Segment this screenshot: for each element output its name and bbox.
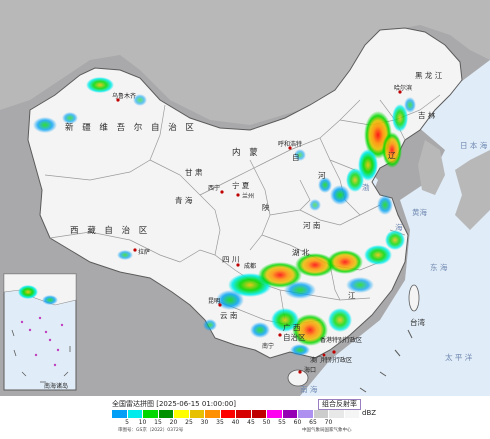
korea-peninsula	[418, 140, 445, 195]
legend-tick-label: 60	[293, 419, 302, 426]
city-label-chengdu: 成都	[244, 262, 256, 270]
legend-tick-label: 40	[231, 419, 240, 426]
legend-swatch	[282, 410, 298, 418]
legend-tick-label: 50	[262, 419, 271, 426]
radar-map-canvas: 新 疆 维 吾 尔 自 治 区 西 藏 自 治 区 青 海 甘 肃 内 蒙 自 …	[0, 0, 490, 396]
legend-tick-label: 45	[247, 419, 255, 426]
sea-label-nanhai: 南 海	[300, 384, 318, 394]
legend-tick-label: 20	[169, 419, 178, 426]
city-label-lanzhou: 兰州	[242, 192, 254, 200]
city-label-xianggang: 香港特别行政区	[320, 336, 362, 344]
province-label-yunnan: 云 南	[220, 310, 238, 320]
legend-tick-label: 5	[125, 419, 129, 426]
neighbor-land-north	[0, 0, 490, 125]
legend-swatch	[158, 410, 174, 418]
legend-tick-label: 25	[185, 419, 193, 426]
legend-tick-label: 55	[278, 419, 286, 426]
legend-swatch	[127, 410, 143, 418]
city-label-huhehaote: 呼和浩特	[278, 140, 302, 148]
city-label-kunming: 昆明	[208, 298, 220, 305]
legend-tick-label: 30	[200, 419, 209, 426]
sea-label-yellow-mark: 海	[395, 222, 403, 232]
province-label-heilongjiang: 黑 龙 江	[415, 70, 443, 80]
legend-swatch	[251, 410, 267, 418]
city-label-xining: 西宁	[208, 184, 220, 192]
province-label-qinghai: 青 海	[175, 195, 193, 205]
province-label-guangxi2: 自治区	[283, 332, 306, 342]
legend-color-bar	[112, 410, 360, 418]
south-sea-inset: 南海诸岛	[3, 273, 77, 391]
legend-swatch	[329, 410, 345, 418]
province-label-shanxi: 陕	[262, 202, 270, 212]
legend-tick-label: 35	[216, 419, 224, 426]
city-label-aomen: 澳门特别行政区	[310, 356, 352, 364]
sea-label-donghai: 东 海	[430, 262, 448, 272]
maritime-boundary-dashes	[359, 329, 413, 393]
city-label-lasa: 拉萨	[138, 248, 150, 256]
province-label-guangxi: 广 西	[283, 322, 301, 332]
product-name-badge: 组合反射率	[318, 399, 361, 410]
data-credit: 中国气象局国家气象中心	[302, 428, 352, 433]
legend-ticks: 5 10 15 20 25 30 35 40 45 50 55 60 65 70	[112, 419, 352, 427]
legend-swatch	[236, 410, 252, 418]
map-review-number: 审图号：GS京（2022）0372号	[118, 428, 184, 433]
legend-swatch	[112, 410, 128, 418]
province-label-jiangxi: 江	[348, 291, 356, 300]
legend-unit: dBZ	[362, 409, 377, 417]
sea-label-taipingyang: 太 平 洋	[445, 352, 473, 362]
legend-swatch	[143, 410, 159, 418]
legend-swatch	[189, 410, 205, 418]
province-label-xizang: 西 藏 自 治 区	[70, 225, 150, 236]
inset-label-nanhaizhudao: 南海诸岛	[44, 382, 68, 390]
taiwan-island	[408, 284, 420, 312]
province-label-gansu: 甘 肃	[185, 167, 203, 177]
legend-swatch	[344, 410, 360, 418]
province-label-taiwan: 台湾	[410, 317, 425, 327]
province-label-hebei: 河	[318, 171, 326, 180]
china-mainland	[27, 27, 463, 359]
legend-swatch	[313, 410, 329, 418]
legend-tick-label: 70	[324, 419, 333, 426]
legend-swatch	[205, 410, 221, 418]
city-label-haikou: 海口	[304, 366, 316, 374]
hainan-island	[287, 369, 309, 387]
sea-label-bohai: 渤	[362, 182, 370, 192]
sea-label-ribenhai: 日 本 海	[460, 140, 488, 150]
legend-tick-label: 65	[309, 419, 317, 426]
province-label-jilin: 吉 林	[418, 110, 436, 120]
legend-panel: 全国雷达拼图 [2025-06-15 01:00:00] 组合反射率 dBZ 5…	[0, 396, 490, 439]
radar-echoes	[33, 77, 416, 356]
legend-title: 全国雷达拼图 [2025-06-15 01:00:00]	[112, 400, 237, 408]
province-label-sichuan: 四 川	[222, 255, 239, 264]
radar-map[interactable]: 新 疆 维 吾 尔 自 治 区 西 藏 自 治 区 青 海 甘 肃 内 蒙 自 …	[0, 0, 490, 396]
province-label-hubei: 湖 北	[292, 248, 310, 257]
legend-swatch	[298, 410, 314, 418]
province-label-xinjiang: 新 疆 维 吾 尔 自 治 区	[65, 122, 197, 133]
sea-label-huanghai: 黄海	[412, 207, 427, 217]
legend-tick-label: 10	[138, 419, 147, 426]
province-label-neimenggu: 内 蒙	[232, 147, 261, 158]
province-label-henan: 河 南	[303, 220, 321, 230]
city-markers: 乌鲁木齐 拉萨 西宁 兰州 哈尔滨 呼和浩特 成都 昆明 南宁 海口 香港特别行…	[112, 84, 412, 374]
province-label-ningxia: 宁 夏	[232, 180, 250, 190]
east-sea-area	[300, 60, 490, 396]
province-label-neimenggu2: 自	[292, 152, 300, 162]
legend-swatch	[174, 410, 190, 418]
legend-tick-label: 15	[154, 419, 162, 426]
japan-islands	[455, 150, 490, 230]
province-label-liaoning: 辽	[388, 151, 396, 160]
legend-swatch	[267, 410, 283, 418]
city-label-harbin: 哈尔滨	[394, 84, 412, 92]
legend-swatch	[220, 410, 236, 418]
city-label-nanning: 南宁	[262, 342, 274, 350]
city-label-wulumuqi: 乌鲁木齐	[112, 92, 136, 100]
